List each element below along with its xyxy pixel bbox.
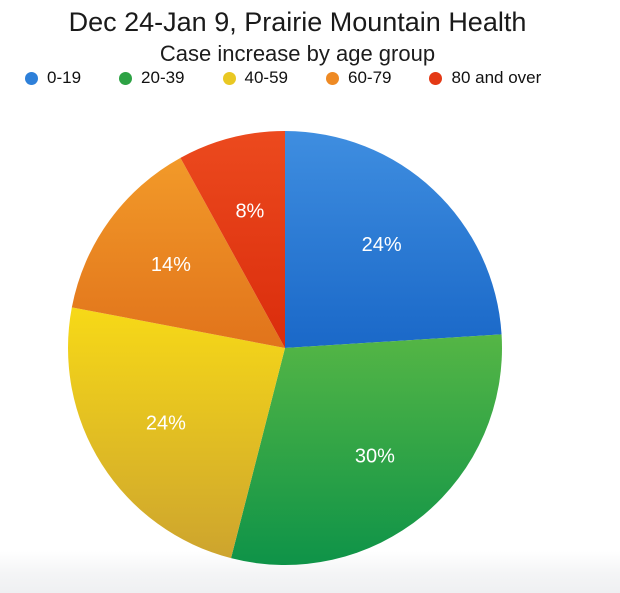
pie-slice-value-label: 8% (235, 200, 264, 222)
legend-label: 20-39 (141, 68, 185, 87)
legend-swatch-icon (222, 71, 236, 85)
pie-slice-value-label: 24% (146, 413, 186, 435)
chart-title: Dec 24-Jan 9, Prairie Mountain Health (68, 7, 527, 37)
legend-item-60-79: 60-79 (326, 68, 391, 88)
legend-swatch-icon (429, 71, 443, 85)
pie-slice-value-label: 30% (355, 446, 395, 468)
pie-slice-0-19[interactable] (285, 131, 502, 348)
chart-legend: 0-19 20-39 40-59 60-79 80 and over (25, 68, 541, 88)
pie-slice-80-and-over[interactable] (180, 131, 285, 348)
pie-slice-value-label: 14% (151, 254, 191, 276)
legend-swatch-icon (119, 71, 133, 85)
legend-item-0-19: 0-19 (25, 68, 81, 88)
pie-slice-value-label: 24% (362, 234, 402, 256)
chart-subtitle: Case increase by age group (159, 41, 436, 66)
pie-slice-60-79[interactable] (71, 157, 285, 348)
legend-item-80-and-over: 80 and over (429, 68, 541, 88)
legend-label: 60-79 (348, 68, 392, 87)
pie-slice-20-39[interactable] (231, 334, 502, 565)
legend-item-20-39: 20-39 (119, 68, 185, 88)
legend-swatch-icon (25, 71, 38, 85)
legend-item-40-59: 40-59 (222, 68, 288, 88)
pie-slice-40-59[interactable] (67, 307, 285, 559)
legend-swatch-icon (326, 71, 339, 85)
legend-label: 0-19 (47, 68, 82, 87)
legend-label: 40-59 (244, 68, 288, 87)
legend-label: 80 and over (451, 68, 542, 87)
